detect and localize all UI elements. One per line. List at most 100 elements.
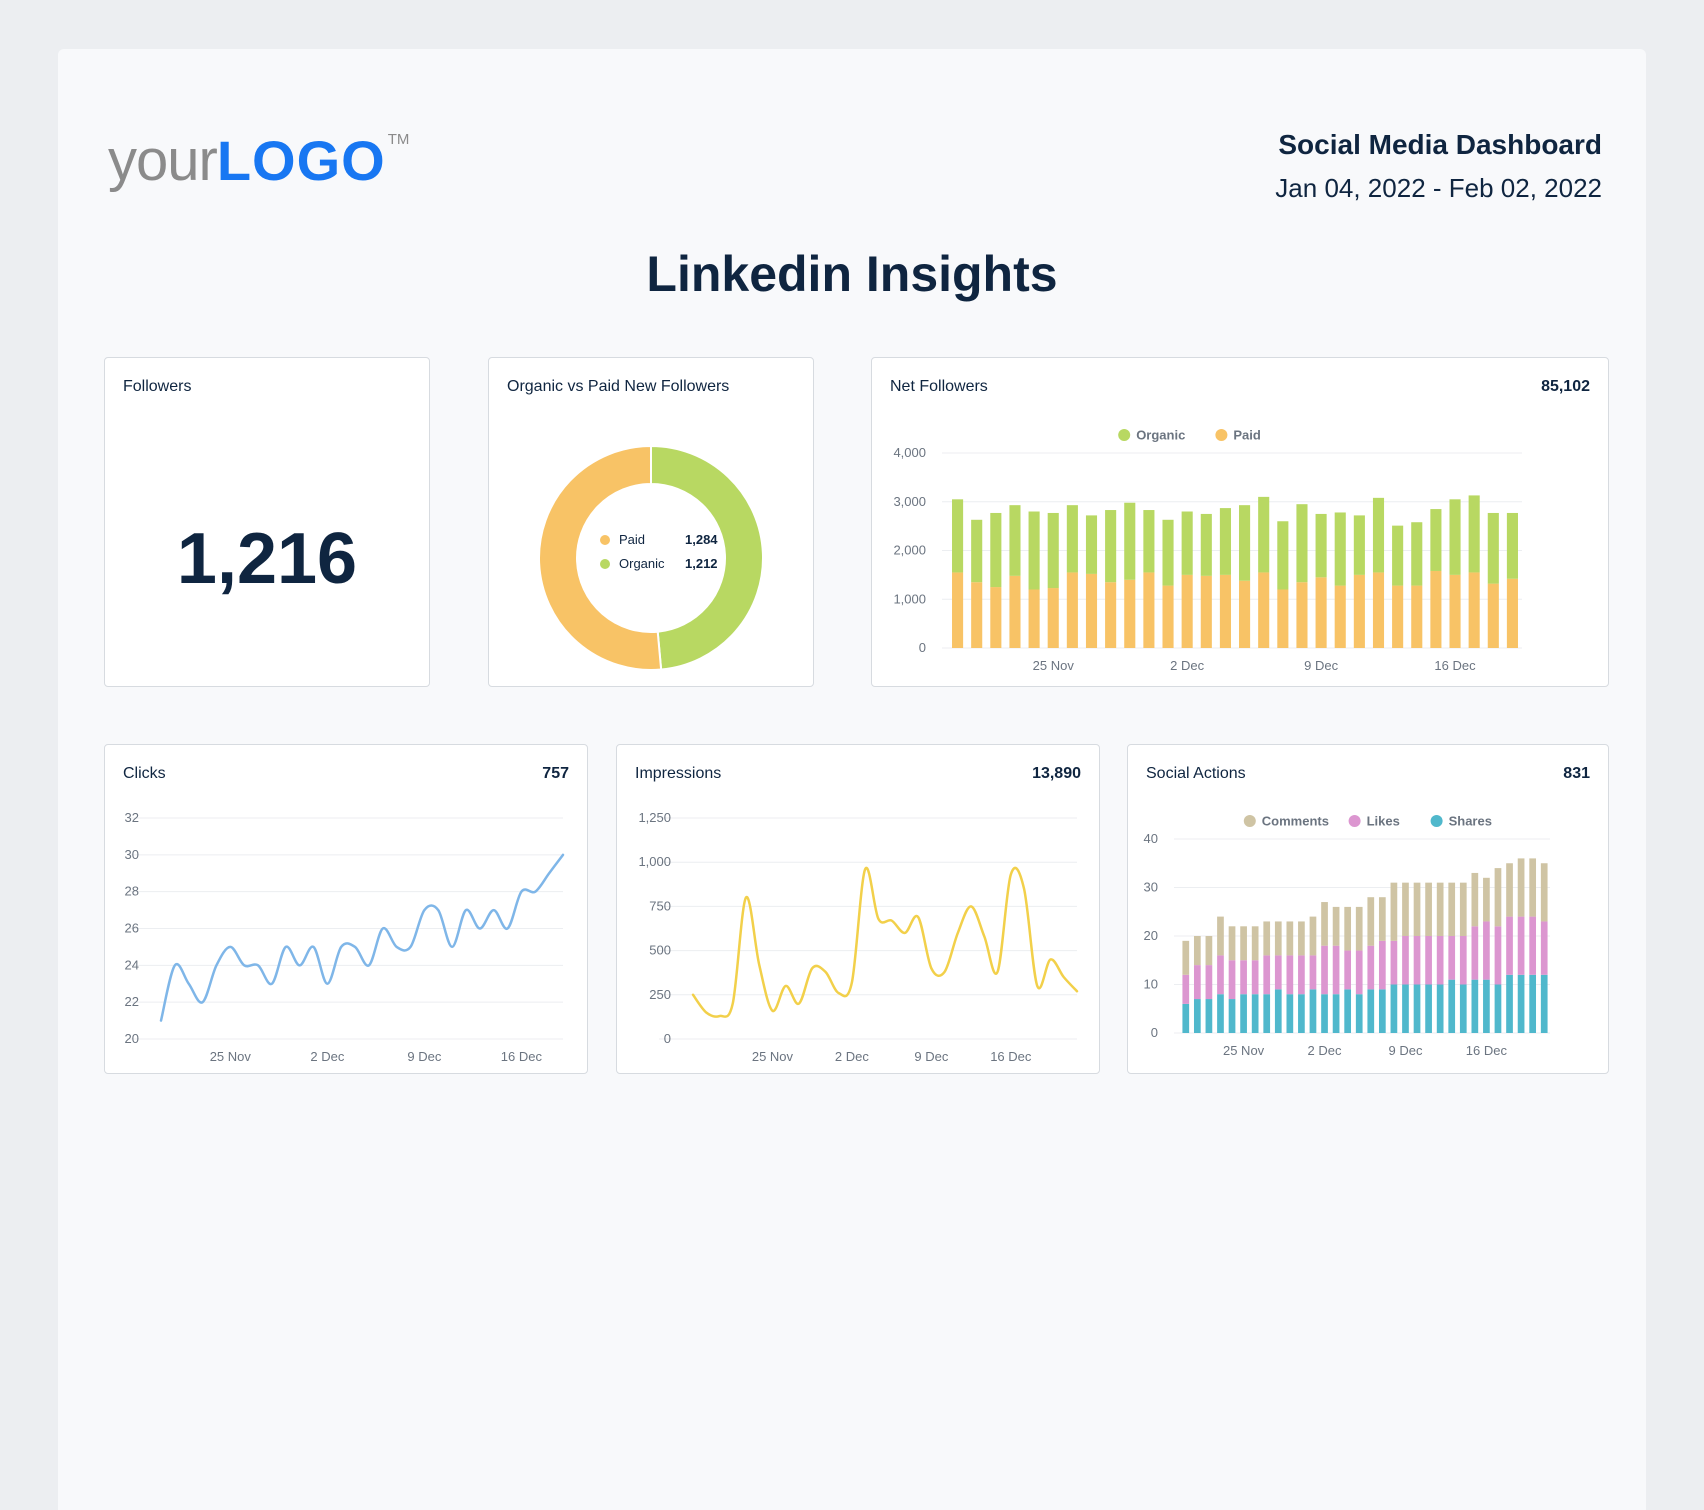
net-followers-x-tick-label: 16 Dec bbox=[1434, 658, 1476, 673]
social-actions-bar-comments bbox=[1205, 936, 1213, 966]
social-actions-legend-swatch bbox=[1348, 815, 1361, 827]
clicks-y-tick-label: 30 bbox=[125, 847, 139, 862]
net-followers-bar-paid bbox=[1143, 572, 1155, 648]
social-actions-bar-comments bbox=[1517, 858, 1525, 917]
social-actions-bar-comments bbox=[1228, 926, 1236, 961]
clicks-y-tick-label: 20 bbox=[125, 1031, 139, 1046]
net-followers-bar-organic bbox=[1258, 496, 1270, 573]
organic-vs-paid-card-title: Organic vs Paid New Followers bbox=[507, 378, 730, 395]
social-actions-bar-comments bbox=[1182, 940, 1190, 975]
social-actions-bar-shares bbox=[1332, 994, 1340, 1033]
clicks-y-tick-label: 26 bbox=[125, 921, 139, 936]
social-actions-bar-comments bbox=[1263, 921, 1271, 956]
social-actions-bar-comments bbox=[1286, 921, 1294, 956]
social-actions-bar-likes bbox=[1228, 960, 1236, 1000]
social-actions-bar-shares bbox=[1448, 979, 1456, 1033]
social-actions-bar-shares bbox=[1413, 984, 1421, 1033]
social-actions-bar-comments bbox=[1367, 897, 1375, 946]
social-actions-bar-comments bbox=[1413, 882, 1421, 936]
net-followers-bar-paid bbox=[1449, 574, 1461, 648]
company-logo: yourLOGO TM bbox=[108, 127, 409, 197]
social-actions-bar-likes bbox=[1193, 965, 1201, 1000]
impressions-series-line bbox=[691, 866, 1079, 1018]
net-followers-bar-organic bbox=[1277, 521, 1289, 590]
net-followers-bar-paid bbox=[1487, 583, 1499, 648]
social-actions-bar-shares bbox=[1355, 994, 1363, 1033]
clicks-y-tick-label: 28 bbox=[125, 884, 139, 899]
social-actions-bar-comments bbox=[1540, 863, 1548, 922]
social-actions-card-title: Social Actions bbox=[1146, 765, 1246, 782]
net-followers-bar-paid bbox=[1239, 580, 1251, 648]
social-actions-bar-likes bbox=[1298, 955, 1305, 995]
net-followers-bar-paid bbox=[1162, 585, 1174, 648]
net-followers-bar-paid bbox=[1028, 589, 1040, 648]
net-followers-legend-label: Paid bbox=[1233, 428, 1261, 443]
social-actions-bar-shares bbox=[1425, 984, 1432, 1033]
net-followers-bar-organic bbox=[1315, 513, 1327, 578]
impressions-y-tick-label: 750 bbox=[649, 898, 671, 913]
donut-legend-value: 1,284 bbox=[685, 532, 718, 547]
clicks-total: 757 bbox=[542, 765, 569, 782]
social-actions-bar-comments bbox=[1321, 902, 1328, 946]
clicks-x-tick-label: 2 Dec bbox=[310, 1049, 344, 1064]
social-actions-bar-likes bbox=[1367, 945, 1375, 990]
net-followers-bar-organic bbox=[1487, 512, 1499, 584]
social-actions-bar-shares bbox=[1483, 979, 1490, 1033]
net-followers-bar-organic bbox=[990, 512, 1002, 588]
social-actions-bar-shares bbox=[1540, 974, 1548, 1033]
social-actions-bar-comments bbox=[1251, 926, 1259, 961]
social-actions-bar-shares bbox=[1378, 989, 1386, 1033]
net-followers-bar-organic bbox=[1085, 515, 1098, 574]
donut-legend-label: Paid bbox=[619, 532, 645, 547]
social-actions-y-tick-label: 40 bbox=[1144, 831, 1158, 846]
clicks-y-tick-label: 22 bbox=[125, 994, 139, 1009]
net-followers-bar-paid bbox=[1047, 588, 1059, 648]
net-followers-bar-paid bbox=[1334, 585, 1346, 648]
social-actions-bar-shares bbox=[1529, 974, 1537, 1033]
clicks-card: Clicks 757 20 22 24 26 28 30 32 25 Nov 2 Dec 9 De… bbox=[104, 744, 588, 1074]
clicks-x-tick-label: 9 Dec bbox=[407, 1049, 441, 1064]
social-actions-bar-likes bbox=[1529, 916, 1537, 975]
social-actions-bar-shares bbox=[1274, 989, 1282, 1033]
net-followers-bar-paid bbox=[952, 572, 964, 648]
social-actions-bar-shares bbox=[1494, 984, 1502, 1033]
social-actions-bar-likes bbox=[1540, 921, 1548, 975]
social-actions-legend-swatch bbox=[1430, 815, 1443, 827]
social-actions-bar-likes bbox=[1448, 936, 1456, 980]
social-actions-bar-shares bbox=[1286, 994, 1294, 1033]
clicks-x-tick-label: 25 Nov bbox=[210, 1049, 252, 1064]
net-followers-bar-organic bbox=[1430, 509, 1442, 571]
social-actions-bar-chart: 0 10 20 30 40 25 Nov 2 Dec 9 Dec 16 Dec Comments L… bbox=[1144, 814, 1550, 1058]
social-actions-y-tick-label: 20 bbox=[1144, 928, 1158, 943]
net-followers-bar-organic bbox=[1296, 504, 1308, 583]
social-actions-bar-likes bbox=[1286, 955, 1294, 995]
impressions-x-tick-label: 16 Dec bbox=[990, 1049, 1032, 1064]
social-actions-bar-comments bbox=[1274, 921, 1282, 956]
net-followers-bar-organic bbox=[1143, 510, 1155, 573]
donut-slice-paid bbox=[538, 444, 663, 671]
social-actions-bar-comments bbox=[1425, 882, 1432, 936]
social-actions-bar-shares bbox=[1471, 979, 1479, 1033]
net-followers-bar-organic bbox=[1066, 505, 1078, 573]
logo-tm-text: TM bbox=[387, 131, 410, 148]
social-actions-bar-likes bbox=[1494, 926, 1502, 985]
social-actions-bar-shares bbox=[1182, 1003, 1190, 1033]
dashboard-title: Social Media Dashboard bbox=[1278, 129, 1602, 160]
social-actions-bar-comments bbox=[1494, 868, 1502, 927]
social-actions-bar-comments bbox=[1529, 858, 1537, 917]
social-actions-bar-shares bbox=[1309, 989, 1317, 1033]
social-actions-x-tick-label: 25 Nov bbox=[1223, 1043, 1265, 1058]
net-followers-bar-paid bbox=[1105, 582, 1117, 648]
net-followers-bar-paid bbox=[990, 587, 1002, 648]
net-followers-card: Net Followers 85,102 0 1,000 2,000 3,000 4,0… bbox=[871, 357, 1609, 687]
social-actions-bar-shares bbox=[1459, 984, 1467, 1033]
social-actions-bar-likes bbox=[1263, 955, 1271, 995]
net-followers-bar-organic bbox=[1449, 499, 1461, 575]
social-actions-legend-label: Shares bbox=[1449, 814, 1492, 829]
followers-value: 1,216 bbox=[176, 519, 358, 599]
net-followers-bar-paid bbox=[1200, 575, 1212, 648]
net-followers-bar-organic bbox=[1028, 511, 1040, 590]
net-followers-bar-organic bbox=[1200, 513, 1212, 576]
social-actions-bar-likes bbox=[1321, 945, 1328, 995]
dashboard-page: yourLOGO TM Social Media Dashboard Jan 04… bbox=[58, 49, 1646, 1510]
